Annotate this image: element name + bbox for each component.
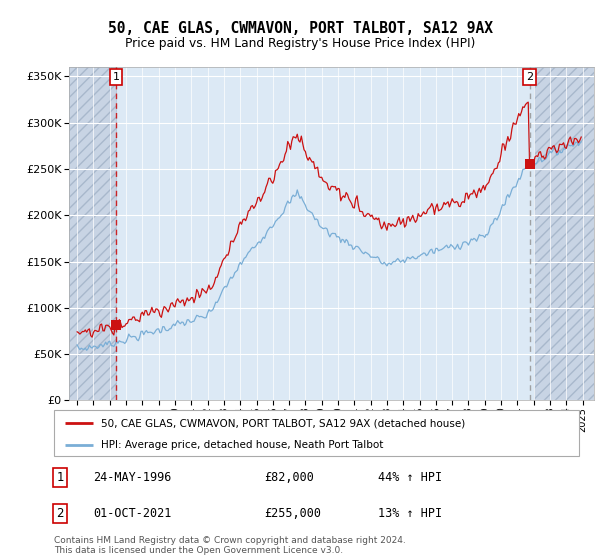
Text: 44% ↑ HPI: 44% ↑ HPI: [378, 470, 442, 484]
Text: 13% ↑ HPI: 13% ↑ HPI: [378, 507, 442, 520]
Text: 50, CAE GLAS, CWMAVON, PORT TALBOT, SA12 9AX (detached house): 50, CAE GLAS, CWMAVON, PORT TALBOT, SA12…: [101, 418, 466, 428]
Text: 1: 1: [112, 72, 119, 82]
Bar: [69, 67, 116, 400]
Text: £82,000: £82,000: [264, 470, 314, 484]
Bar: [533, 67, 594, 400]
Text: Price paid vs. HM Land Registry's House Price Index (HPI): Price paid vs. HM Land Registry's House …: [125, 37, 475, 50]
Text: 2: 2: [56, 507, 64, 520]
Text: Contains HM Land Registry data © Crown copyright and database right 2024.
This d: Contains HM Land Registry data © Crown c…: [54, 536, 406, 556]
Text: 1: 1: [56, 470, 64, 484]
Text: £255,000: £255,000: [264, 507, 321, 520]
Text: 2: 2: [526, 72, 533, 82]
Text: HPI: Average price, detached house, Neath Port Talbot: HPI: Average price, detached house, Neat…: [101, 440, 383, 450]
Text: 50, CAE GLAS, CWMAVON, PORT TALBOT, SA12 9AX: 50, CAE GLAS, CWMAVON, PORT TALBOT, SA12…: [107, 21, 493, 36]
Text: 24-MAY-1996: 24-MAY-1996: [93, 470, 172, 484]
Text: 01-OCT-2021: 01-OCT-2021: [93, 507, 172, 520]
FancyBboxPatch shape: [54, 410, 579, 456]
